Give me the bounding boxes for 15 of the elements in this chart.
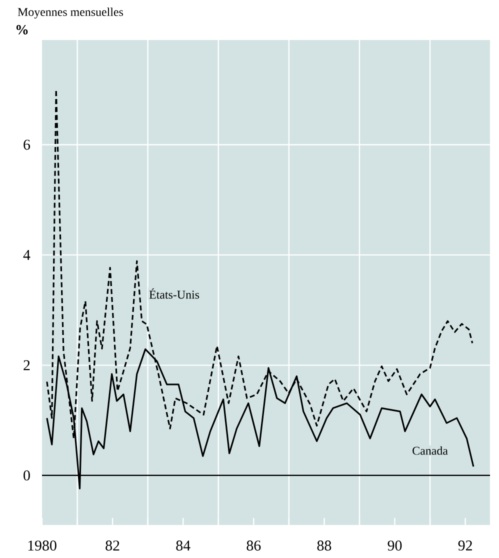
x-tick-label: 1980 <box>28 540 56 551</box>
chart-title: Moyennes mensuelles <box>18 8 123 19</box>
x-tick-label: 84 <box>176 540 190 551</box>
x-tick-label: 90 <box>388 540 402 551</box>
y-axis-title: % <box>16 25 28 34</box>
y-tick-label: 2 <box>24 360 30 370</box>
series-label: Canada <box>412 446 448 455</box>
x-tick-label: 82 <box>106 540 120 551</box>
x-tick-label: 92 <box>458 540 472 551</box>
y-tick-label: 6 <box>24 140 30 150</box>
x-tick-label: 86 <box>246 540 261 551</box>
y-tick-label: 0 <box>24 470 30 480</box>
series-label: États-Unis <box>149 288 200 299</box>
x-tick-label: 88 <box>317 540 332 551</box>
y-tick-label: 4 <box>23 250 30 260</box>
